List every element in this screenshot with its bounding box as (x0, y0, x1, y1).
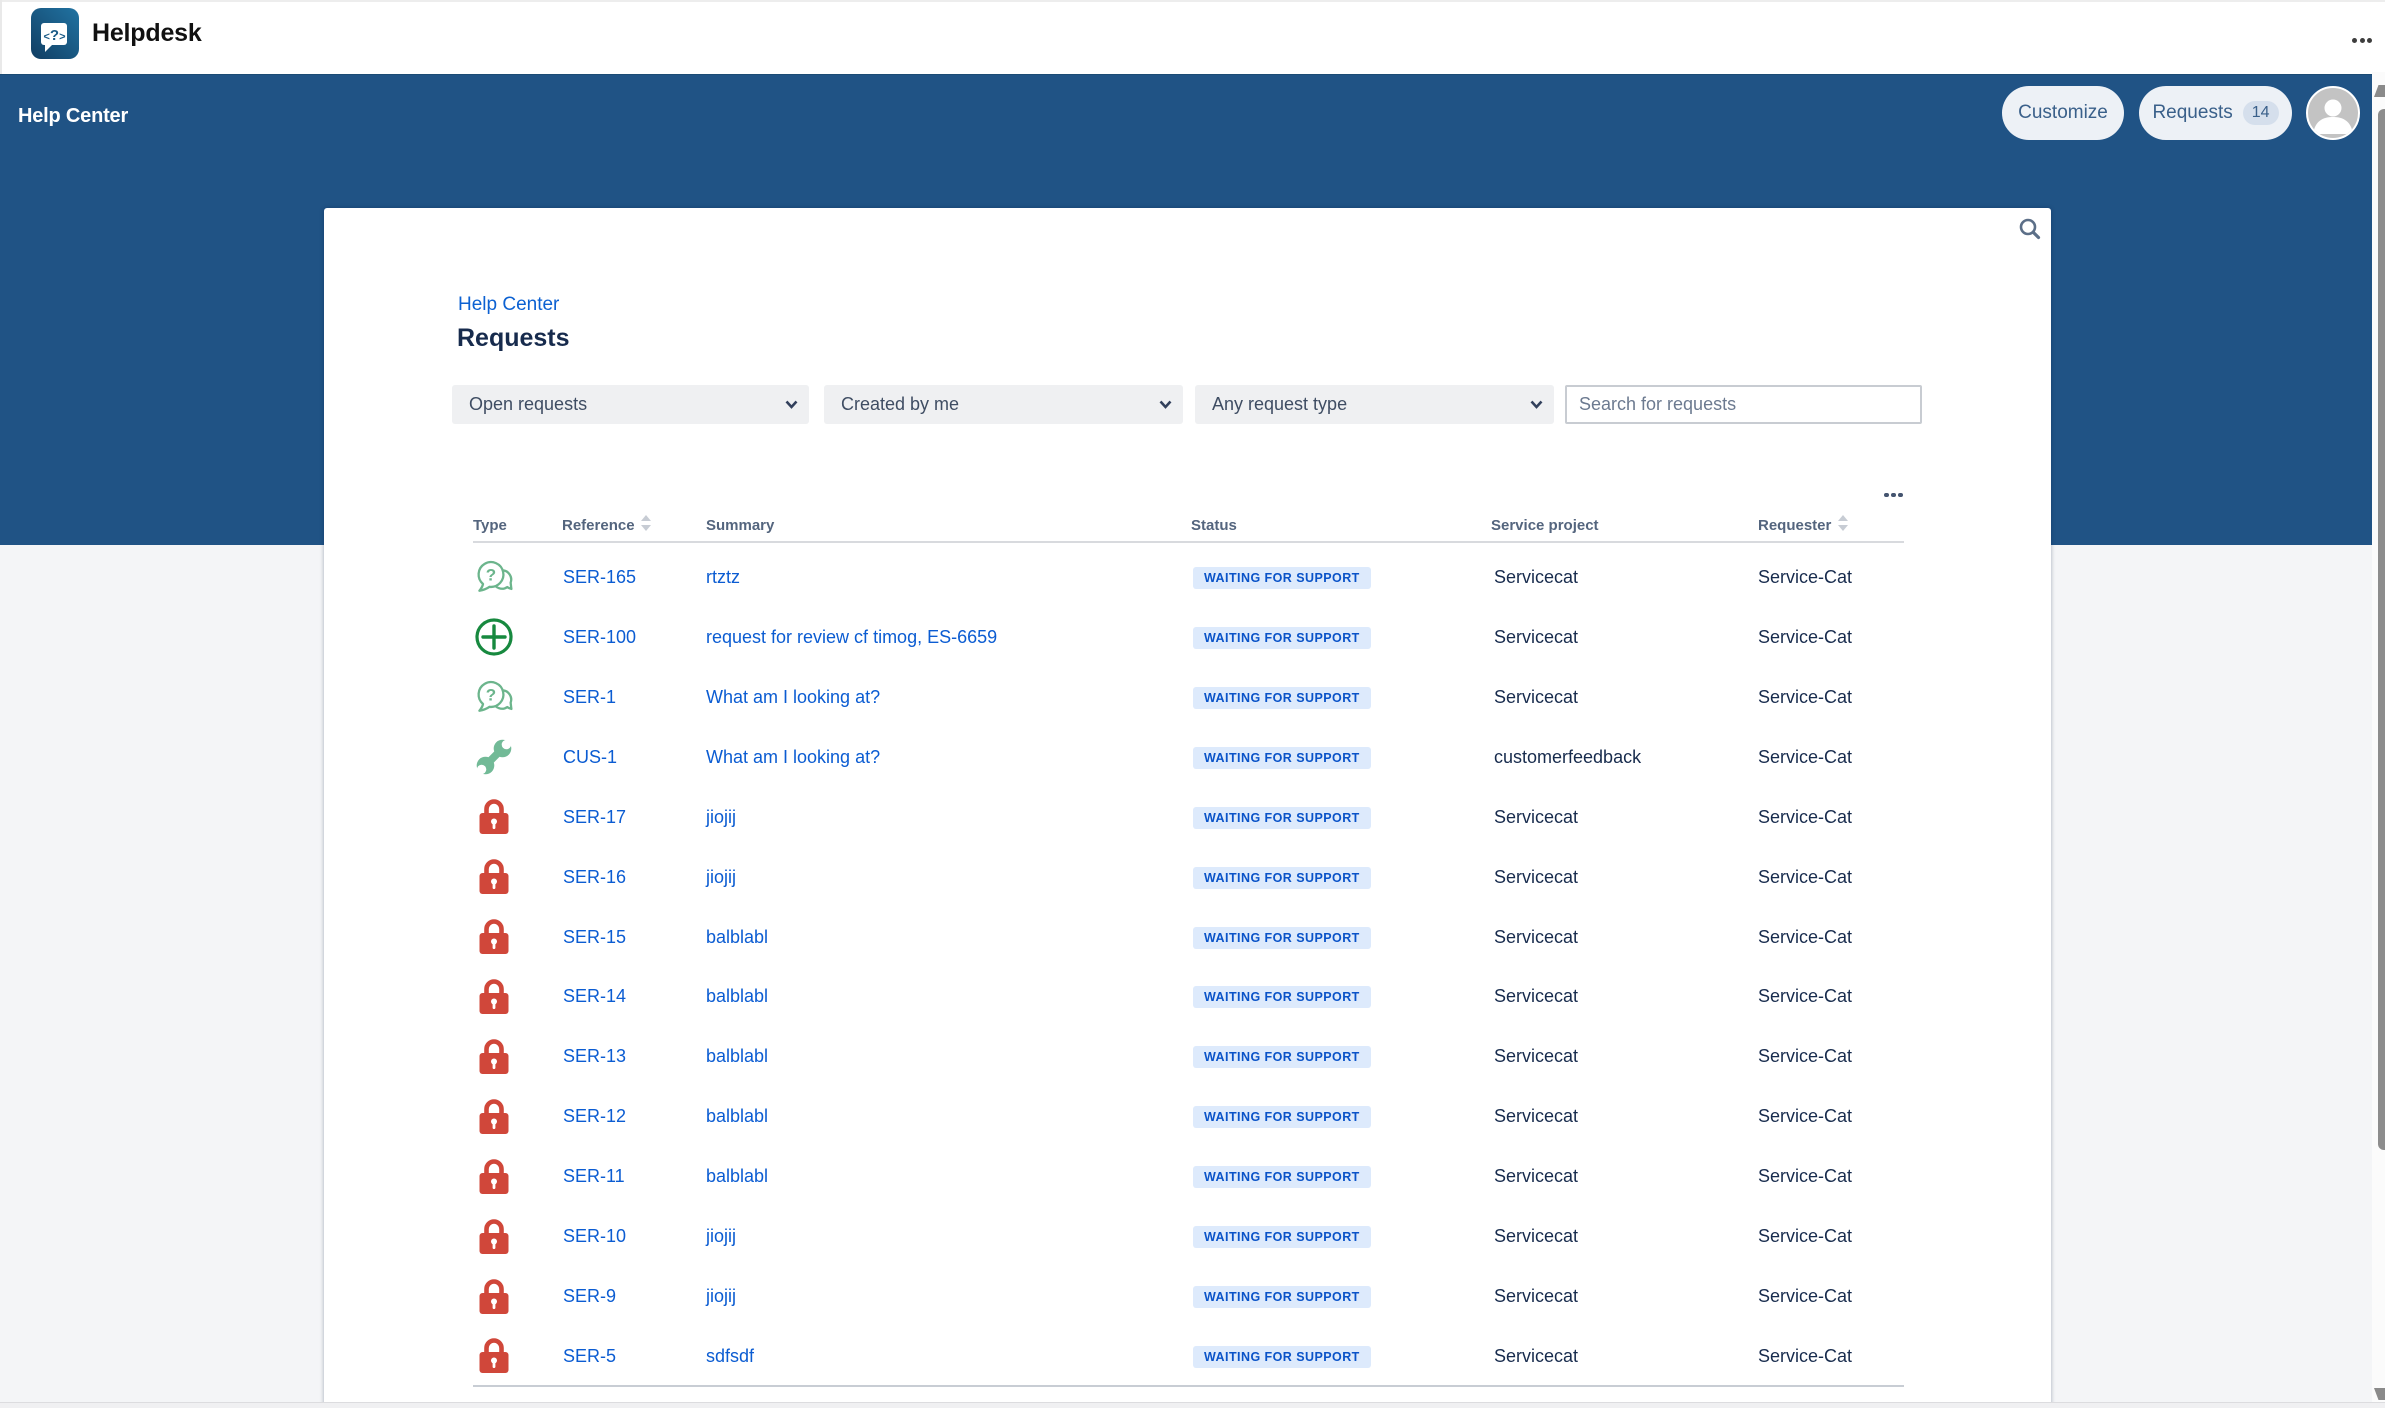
svg-text:?: ? (485, 566, 495, 585)
svg-text:<?>: <?> (43, 27, 65, 44)
svg-text:?: ? (485, 685, 495, 704)
